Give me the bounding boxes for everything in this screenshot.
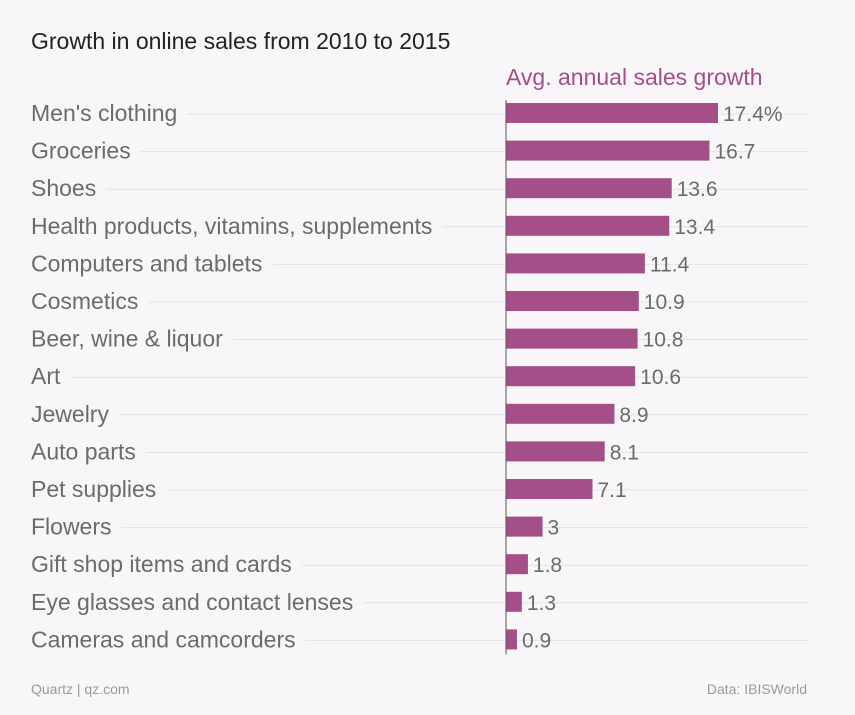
category-label: Groceries (31, 138, 131, 164)
category-label: Flowers (31, 514, 112, 540)
category-label: Cosmetics (31, 288, 138, 314)
value-label: 17.4% (723, 103, 783, 126)
bar (506, 140, 710, 161)
category-label: Cameras and camcorders (31, 626, 296, 652)
bar (506, 403, 615, 424)
chart-title: Growth in online sales from 2010 to 2015 (31, 28, 451, 54)
bar (506, 328, 638, 349)
bar (506, 629, 517, 650)
bar (506, 516, 543, 537)
category-label: Auto parts (31, 438, 136, 464)
value-label: 1.3 (527, 592, 556, 615)
bar (506, 291, 639, 311)
category-label: Art (31, 363, 61, 389)
source-credit: Quartz | qz.com (31, 681, 130, 697)
category-label: Beer, wine & liquor (31, 326, 223, 352)
bar (506, 366, 636, 387)
bar (506, 253, 645, 274)
category-label: Computers and tablets (31, 250, 262, 276)
category-label: Eye glasses and contact lenses (31, 589, 353, 615)
value-label: 0.9 (522, 629, 551, 652)
value-label: 11.4 (650, 253, 690, 276)
category-label: Pet supplies (31, 476, 156, 502)
bar (506, 479, 593, 499)
category-label: Health products, vitamins, supplements (31, 213, 432, 239)
bar (506, 554, 528, 575)
value-label: 10.6 (640, 366, 681, 389)
category-label: Men's clothing (31, 100, 177, 126)
bar (506, 591, 522, 612)
bar (506, 215, 670, 236)
series-label: Avg. annual sales growth (506, 64, 763, 90)
value-label: 8.9 (619, 404, 648, 427)
bar (506, 103, 718, 123)
category-label: Jewelry (31, 401, 109, 427)
bar (506, 441, 605, 462)
value-label: 13.4 (674, 216, 715, 239)
bar (506, 178, 672, 199)
value-label: 1.8 (533, 554, 562, 577)
value-label: 10.9 (644, 291, 685, 314)
data-source: Data: IBISWorld (706, 681, 807, 697)
value-label: 8.1 (610, 441, 639, 464)
value-label: 7.1 (598, 479, 627, 502)
value-label: 10.8 (643, 329, 684, 352)
value-label: 13.6 (677, 178, 718, 201)
category-label: Gift shop items and cards (31, 551, 292, 577)
value-label: 16.7 (714, 141, 755, 164)
value-label: 3 (548, 517, 560, 540)
category-label: Shoes (31, 175, 96, 201)
